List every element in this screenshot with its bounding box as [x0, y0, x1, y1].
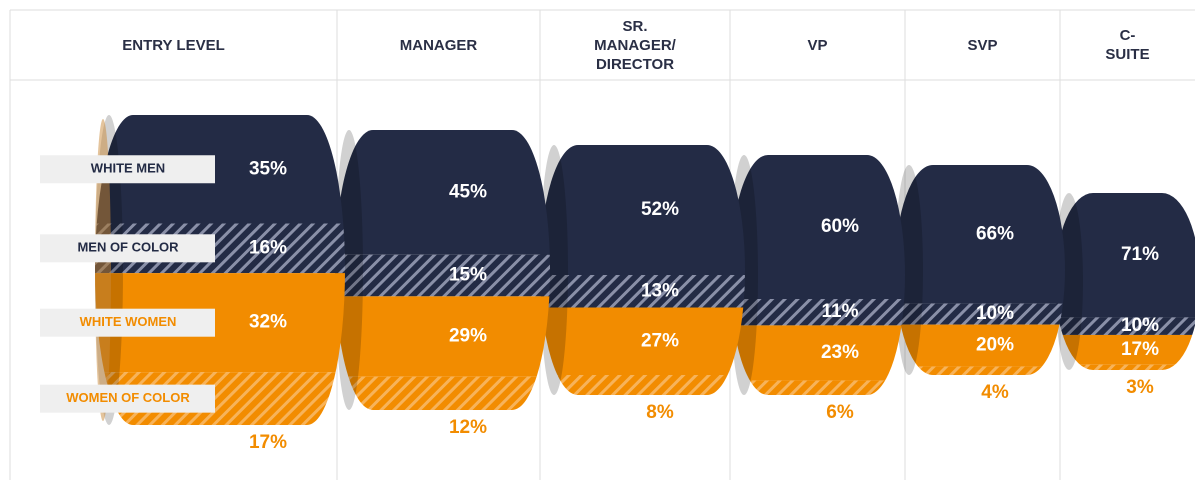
segment [895, 324, 1065, 367]
value-label: 35% [249, 158, 287, 179]
value-label: 16% [249, 237, 287, 258]
column-header: SR. MANAGER/ DIRECTOR [594, 17, 676, 73]
value-label: 11% [822, 301, 859, 322]
segment [1055, 364, 1195, 370]
value-label: 17% [1121, 339, 1159, 360]
cylinder-edge [895, 165, 923, 375]
value-label: 32% [249, 312, 287, 333]
column-header: C-SUITE [1105, 27, 1150, 63]
legend-box [40, 155, 215, 184]
segment [1055, 317, 1195, 335]
value-label: 27% [641, 330, 679, 351]
cylinder [540, 145, 745, 395]
legend-box [40, 384, 215, 413]
segment [335, 130, 550, 255]
segment [1055, 334, 1195, 365]
value-label: 17% [249, 432, 287, 453]
segment [895, 165, 1065, 304]
value-label: 8% [646, 402, 674, 423]
segment [895, 366, 1065, 375]
legend-label: WOMEN OF COLOR [66, 390, 190, 405]
segment [730, 380, 905, 395]
cylinder-edge [540, 145, 568, 395]
value-label: 45% [449, 181, 487, 202]
value-label: 12% [449, 417, 487, 438]
value-label: 10% [1121, 315, 1159, 336]
value-label: 20% [976, 335, 1014, 356]
column-header: MANAGER [399, 36, 478, 54]
cylinder [730, 155, 905, 395]
value-label: 6% [826, 402, 854, 423]
value-label: 29% [449, 326, 487, 347]
legend-box [40, 308, 215, 337]
segment [335, 296, 550, 377]
segment [730, 155, 905, 299]
value-label: 15% [449, 265, 487, 286]
value-label: 52% [641, 199, 679, 220]
segment [540, 145, 745, 275]
cylinder-face [95, 119, 111, 421]
legend-box [40, 234, 215, 263]
segment [335, 254, 550, 297]
legend-label: WHITE MEN [91, 161, 165, 176]
segment [895, 303, 1065, 325]
value-label: 23% [821, 342, 859, 363]
value-label: 10% [976, 303, 1014, 324]
segment [730, 299, 905, 326]
segment [1055, 193, 1195, 318]
column-header: SVP [967, 36, 998, 54]
segment [540, 275, 745, 308]
cylinder [335, 130, 550, 410]
segment [730, 325, 905, 381]
value-label: 3% [1126, 377, 1154, 398]
value-label: 66% [976, 223, 1014, 244]
segment [540, 307, 745, 375]
value-label: 60% [821, 216, 859, 237]
column-header: VP [807, 36, 828, 54]
segment [540, 375, 745, 395]
cylinder-edge [335, 130, 363, 410]
value-label: 71% [1121, 244, 1159, 265]
cylinder [895, 165, 1065, 375]
column-header: ENTRY LEVEL [122, 36, 225, 54]
legend-label: MEN OF COLOR [77, 240, 179, 255]
legend-label: WHITE WOMEN [80, 314, 177, 329]
segment [335, 376, 550, 410]
value-label: 4% [981, 382, 1009, 403]
value-label: 13% [641, 280, 679, 301]
